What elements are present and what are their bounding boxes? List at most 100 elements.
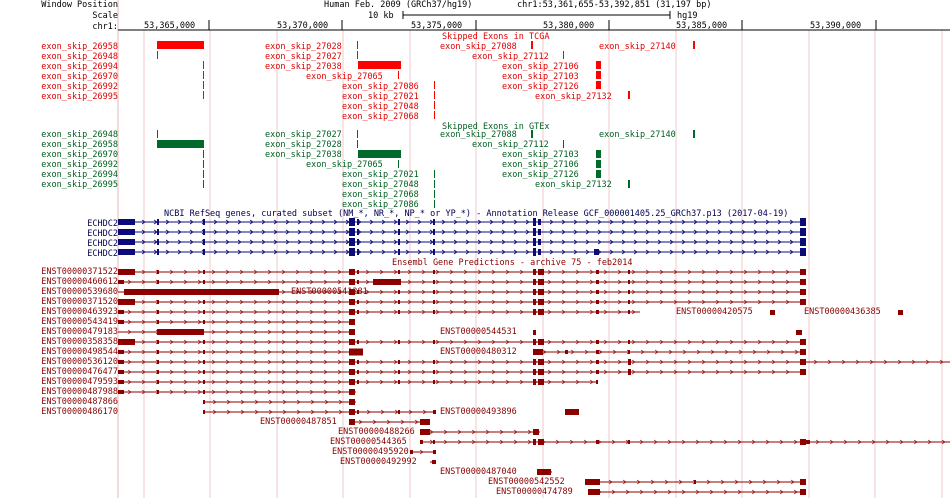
ensembl-left-label[interactable]: ENST00000543419 (41, 317, 118, 327)
ensembl-strand-arrow (505, 309, 510, 315)
refseq-left-label[interactable]: ECHDC2 (87, 249, 118, 259)
gtex-item-label[interactable]: exon_skip_27048 (342, 180, 419, 190)
tcga-item-label[interactable]: exon_skip_27038 (265, 62, 342, 72)
gtex-item-label[interactable]: exon_skip_27086 (342, 200, 419, 210)
ensembl-strand-arrow (197, 269, 202, 275)
gtex-item-label[interactable]: exon_skip_27021 (342, 170, 419, 180)
tcga-item-label[interactable]: exon_skip_27088 (440, 42, 517, 52)
gtex-item-label[interactable]: exon_skip_27065 (306, 160, 383, 170)
ensembl-inline-label[interactable]: ENST00000480312 (440, 347, 517, 357)
gtex-item-label[interactable]: exon_skip_27126 (502, 170, 579, 180)
refseq-strand-arrow (765, 249, 770, 255)
ensembl-left-label[interactable]: ENST00000536120 (41, 357, 118, 367)
ensembl-exon (800, 299, 806, 305)
tcga-item-label[interactable]: exon_skip_27028 (265, 42, 342, 52)
gtex-item-label[interactable]: exon_skip_27088 (440, 130, 517, 140)
gtex-left-label[interactable]: exon_skip_26994 (41, 170, 118, 180)
ensembl-inline-label[interactable]: ENST00000474789 (496, 487, 573, 497)
ensembl-inline-label[interactable]: ENST00000488266 (338, 427, 415, 437)
tcga-left-label[interactable]: exon_skip_26948 (41, 52, 118, 62)
ensembl-left-label[interactable]: ENST00000487866 (41, 397, 118, 407)
ensembl-strand-arrow (421, 339, 426, 345)
tcga-item-label[interactable]: exon_skip_27027 (265, 52, 342, 62)
ensembl-inline-label[interactable]: ENST00000493896 (440, 407, 517, 417)
refseq-strand-arrow (741, 219, 746, 225)
gtex-item-label[interactable]: exon_skip_27132 (535, 180, 612, 190)
gtex-item-label[interactable]: exon_skip_27038 (265, 150, 342, 160)
tcga-item-label[interactable]: exon_skip_27140 (599, 42, 676, 52)
ensembl-inline-label[interactable]: ENST00000542552 (488, 477, 565, 487)
gtex-item-label[interactable]: exon_skip_27140 (599, 130, 676, 140)
ensembl-strand-arrow (463, 299, 468, 305)
tcga-item-label[interactable]: exon_skip_27065 (306, 72, 383, 82)
gtex-item-label[interactable]: exon_skip_27028 (265, 140, 342, 150)
ensembl-left-label[interactable]: ENST00000498544 (41, 347, 118, 357)
tcga-left-label[interactable]: exon_skip_26958 (41, 42, 118, 52)
refseq-left-label[interactable]: ECHDC2 (87, 219, 118, 229)
ensembl-strand-arrow (715, 289, 720, 295)
gtex-item-label[interactable]: exon_skip_27103 (502, 150, 579, 160)
refseq-strand-arrow (501, 249, 506, 255)
refseq-track-title[interactable]: NCBI RefSeq genes, curated subset (NM_*,… (164, 209, 789, 219)
gtex-item-label[interactable]: exon_skip_27106 (502, 160, 579, 170)
tcga-track-title[interactable]: Skipped Exons in TCGA (442, 32, 550, 42)
gtex-left-label[interactable]: exon_skip_26948 (41, 130, 118, 140)
gtex-left-label[interactable]: exon_skip_26958 (41, 140, 118, 150)
ensembl-strand-arrow (779, 439, 784, 445)
ensembl-strand-arrow (169, 349, 174, 355)
ensembl-left-label[interactable]: ENST00000371520 (41, 297, 118, 307)
ensembl-left-label[interactable]: ENST00000539680 (41, 287, 118, 297)
ensembl-left-label[interactable]: ENST00000479593 (41, 377, 118, 387)
ensembl-left-label[interactable]: ENST00000486170 (41, 407, 118, 417)
ensembl-left-label[interactable]: ENST00000487988 (41, 387, 118, 397)
tcga-item-label[interactable]: exon_skip_27048 (342, 102, 419, 112)
tcga-item-label[interactable]: exon_skip_27068 (342, 112, 419, 122)
ensembl-strand-arrow (645, 299, 650, 305)
ensembl-inline-label[interactable]: ENST00000487851 (260, 417, 337, 427)
ensembl-inline-label[interactable]: ENST00000541281 (291, 287, 368, 297)
ensembl-inline-label[interactable]: ENST00000487040 (440, 467, 517, 477)
tcga-left-label[interactable]: exon_skip_26994 (41, 62, 118, 72)
ensembl-strand-arrow (211, 299, 216, 305)
ensembl-strand-arrow (561, 279, 566, 285)
ensembl-track-title[interactable]: Ensembl Gene Predictions - archive 75 - … (392, 258, 633, 268)
ensembl-inline-label[interactable]: ENST00000420575 (676, 307, 753, 317)
gtex-left-label[interactable]: exon_skip_26995 (41, 180, 118, 190)
ensembl-inline-label[interactable]: ENST00000495920 (332, 447, 409, 457)
ensembl-left-label[interactable]: ENST00000371522 (41, 267, 118, 277)
ensembl-strand-arrow (771, 369, 776, 375)
ensembl-left-label[interactable]: ENST00000463923 (41, 307, 118, 317)
gtex-item-label[interactable]: exon_skip_27027 (265, 130, 342, 140)
tcga-item-label[interactable]: exon_skip_27132 (535, 92, 612, 102)
tcga-left-label[interactable]: exon_skip_26992 (41, 82, 118, 92)
gtex-item-label[interactable]: exon_skip_27068 (342, 190, 419, 200)
tcga-left-label[interactable]: exon_skip_26970 (41, 72, 118, 82)
gtex-item-label[interactable]: exon_skip_27112 (472, 140, 549, 150)
ensembl-strand-arrow (169, 319, 174, 325)
tcga-exon-tick (531, 41, 533, 49)
tcga-item-label[interactable]: exon_skip_27086 (342, 82, 419, 92)
ensembl-inline-label[interactable]: ENST00000544365 (330, 437, 407, 447)
gtex-left-label[interactable]: exon_skip_26970 (41, 150, 118, 160)
refseq-left-label[interactable]: ECHDC2 (87, 229, 118, 239)
refseq-left-label[interactable]: ECHDC2 (87, 239, 118, 249)
ensembl-inline-label[interactable]: ENST00000436385 (804, 307, 881, 317)
tcga-item-label[interactable]: exon_skip_27103 (502, 72, 579, 82)
ensembl-left-label[interactable]: ENST00000479183 (41, 327, 118, 337)
tcga-item-label[interactable]: exon_skip_27112 (472, 52, 549, 62)
tcga-item-label[interactable]: exon_skip_27021 (342, 92, 419, 102)
ensembl-strand-arrow (211, 269, 216, 275)
gtex-track-title[interactable]: Skipped Exons in GTEx (442, 122, 550, 132)
ensembl-inline-label[interactable]: ENST00000492992 (340, 457, 417, 467)
ensembl-left-label[interactable]: ENST00000358358 (41, 337, 118, 347)
ensembl-strand-arrow (295, 309, 300, 315)
ensembl-left-label[interactable]: ENST00000476477 (41, 367, 118, 377)
ensembl-left-label[interactable]: ENST00000460612 (41, 277, 118, 287)
tcga-item-label[interactable]: exon_skip_27126 (502, 82, 579, 92)
tcga-item-label[interactable]: exon_skip_27106 (502, 62, 579, 72)
gtex-left-label[interactable]: exon_skip_26992 (41, 160, 118, 170)
tcga-left-label[interactable]: exon_skip_26995 (41, 92, 118, 102)
ensembl-inline-label[interactable]: ENST00000544531 (440, 327, 517, 337)
